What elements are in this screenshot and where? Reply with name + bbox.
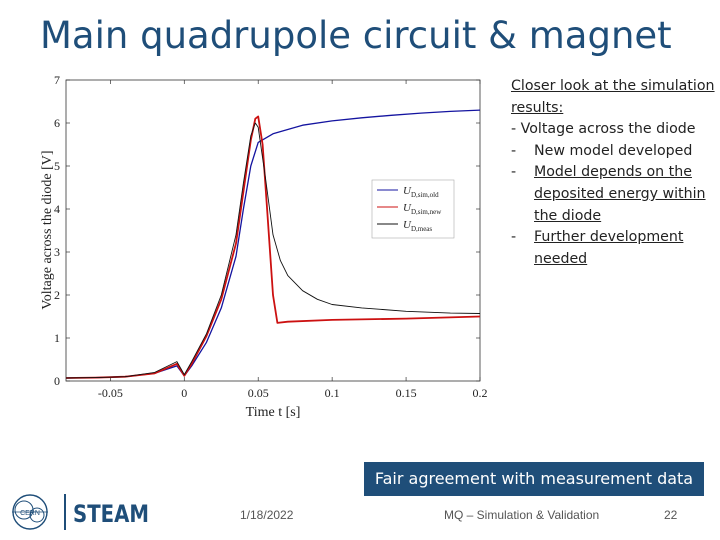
y-tick-label: 0 [54, 374, 60, 388]
y-tick-label: 5 [54, 159, 60, 173]
steam-logo: STEAM [64, 494, 149, 530]
series-line-3 [65, 122, 481, 379]
notes-sub-2: - Model depends on the deposited energy … [511, 162, 716, 227]
y-tick-label: 1 [54, 331, 60, 345]
x-tick-label: 0.1 [325, 386, 340, 400]
notes-sub-1-text: New model developed [534, 142, 693, 159]
x-tick-label: 0.2 [473, 386, 488, 400]
notes-dash: - [511, 229, 517, 246]
notes-heading: Closer look at the simulation results: [511, 78, 715, 116]
series-lines [65, 109, 481, 379]
notes-sub-3-text: Further development needed [534, 229, 684, 267]
legend-items: UD,sim,old UD,sim,new UD,meas [377, 185, 442, 233]
notes-sub-3: - Further development needed [511, 227, 716, 270]
y-tick-label: 6 [54, 116, 60, 130]
legend-label: UD,sim,new [403, 202, 442, 216]
slide-title: Main quadrupole circuit & magnet [40, 14, 672, 57]
notes-item-voltage: - Voltage across the diode [511, 121, 696, 138]
footer-date: 1/18/2022 [240, 508, 294, 522]
legend-label: UD,sim,old [403, 185, 439, 199]
y-tick-label: 4 [54, 202, 60, 216]
y-axis-ticks: 0 1 2 3 4 5 6 7 [54, 73, 480, 388]
page-number: 22 [664, 508, 678, 522]
footer-title: MQ – Simulation & Validation [444, 508, 600, 522]
notes-dash: - [511, 164, 517, 181]
legend: UD,sim,old UD,sim,new UD,meas [371, 179, 455, 239]
x-tick-label: -0.05 [98, 386, 123, 400]
notes-panel: Closer look at the simulation results: -… [511, 76, 716, 270]
x-tick-label: 0 [181, 386, 187, 400]
conclusion-banner: Fair agreement with measurement data [364, 462, 704, 496]
y-axis-label: Voltage across the diode [V] [40, 150, 55, 309]
x-axis-ticks: -0.05 0 0.05 0.1 0.15 0.2 [98, 80, 488, 400]
series-line-2 [65, 115, 481, 379]
y-tick-label: 7 [54, 73, 60, 87]
notes-dash: - [511, 142, 517, 159]
cern-logo: CERN [12, 494, 48, 530]
x-axis-label: Time t [s] [246, 405, 301, 420]
steam-logo-text: STEAM [73, 500, 149, 528]
y-tick-label: 3 [54, 245, 60, 259]
notes-sub-2-text: Model depends on the deposited energy wi… [534, 164, 706, 224]
notes-sub-1: - New model developed [511, 141, 716, 163]
legend-label: UD,meas [403, 219, 432, 233]
y-tick-label: 2 [54, 288, 60, 302]
voltage-chart: -0.05 0 0.05 0.1 0.15 0.2 0 1 2 3 4 5 6 7 Time t [s]… [40, 73, 488, 420]
x-tick-label: 0.15 [396, 386, 417, 400]
cern-logo-text: CERN [20, 510, 40, 517]
x-tick-label: 0.05 [248, 386, 269, 400]
